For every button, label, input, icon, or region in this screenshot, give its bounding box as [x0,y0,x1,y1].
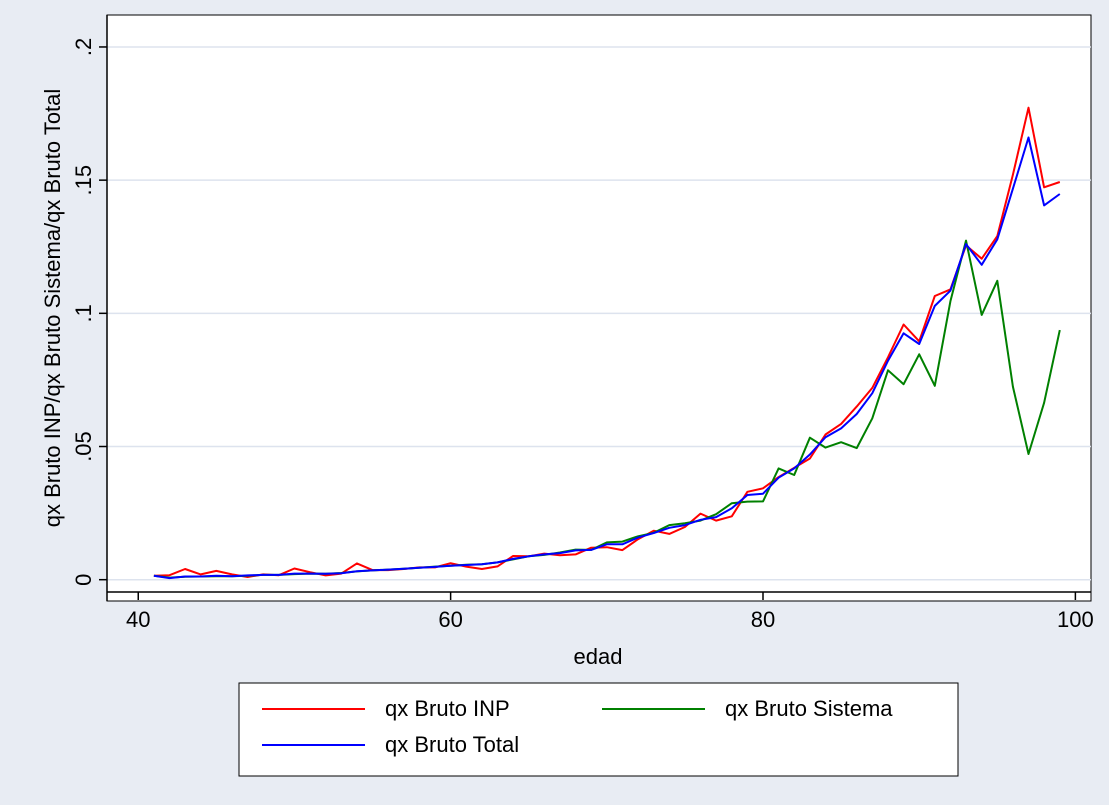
gridlines [107,46,1091,581]
legend-label-sistema: qx Bruto Sistema [725,696,893,721]
x-axis-title: edad [574,644,623,669]
legend-box [238,682,959,777]
legend: qx Bruto INP qx Bruto Sistema qx Bruto T… [238,682,959,777]
x-tick-label-1: 60 [438,607,462,632]
series-line-0 [153,106,1061,578]
x-tick-label-0: 40 [126,607,150,632]
y-tick-label-1: .05 [71,431,96,462]
plot-area [106,14,1092,602]
y-axis-title: qx Bruto INP/qx Bruto Sistema/qx Bruto T… [40,89,65,528]
y-tick-label-4: .2 [71,38,96,56]
x-tick-label-3: 100 [1057,607,1094,632]
y-tick-label-0: 0 [71,574,96,586]
y-axis-ticks: 0 .05 .1 .15 .2 [71,38,107,586]
series-line-2 [153,136,1061,580]
x-tick-label-2: 80 [751,607,775,632]
legend-label-total: qx Bruto Total [385,732,519,757]
y-tick-label-3: .15 [71,165,96,196]
legend-label-inp: qx Bruto INP [385,696,510,721]
series-lines [153,106,1061,580]
x-axis-ticks: 40 60 80 100 [126,592,1094,632]
y-tick-label-2: .1 [71,304,96,322]
